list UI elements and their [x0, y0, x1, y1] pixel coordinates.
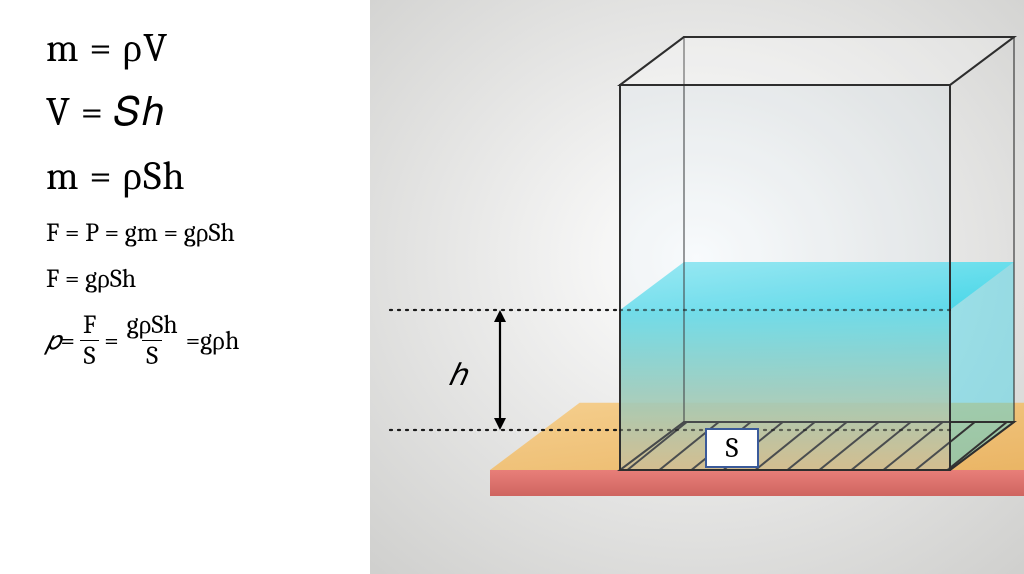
equals-sign: = — [61, 328, 75, 354]
equation-pressure: 𝑝 = F S = gρSh S = gρh — [46, 312, 370, 369]
equation-force: F = gρSh — [46, 266, 370, 292]
equation-force-weight: F = P = gm = gρSh — [46, 220, 370, 246]
fraction-grhosh-over-s: gρSh S — [123, 312, 182, 369]
pressure-var: 𝑝 — [46, 328, 61, 354]
area-label: S — [705, 428, 759, 468]
formula-panel: m = ρV V = 𝑆ℎ m = ρSh F = P = gm = gρSh … — [0, 0, 370, 574]
fraction-num: gρSh — [123, 312, 182, 340]
equation-mass-density: m = ρV — [46, 28, 370, 68]
equation-volume: V = 𝑆ℎ — [46, 92, 370, 132]
fraction-den: S — [80, 340, 100, 369]
diagram-panel: ℎ S — [370, 0, 1024, 574]
equation-mass-sh: m = ρSh — [46, 156, 370, 196]
fraction-f-over-s: F S — [79, 312, 100, 369]
equals-sign: = — [186, 328, 200, 354]
equals-sign: = — [104, 328, 118, 354]
height-label: ℎ — [448, 358, 467, 393]
pressure-result: gρh — [200, 328, 239, 354]
diagram-svg — [370, 0, 1024, 574]
fraction-den: S — [142, 340, 162, 369]
fraction-num: F — [79, 312, 100, 340]
